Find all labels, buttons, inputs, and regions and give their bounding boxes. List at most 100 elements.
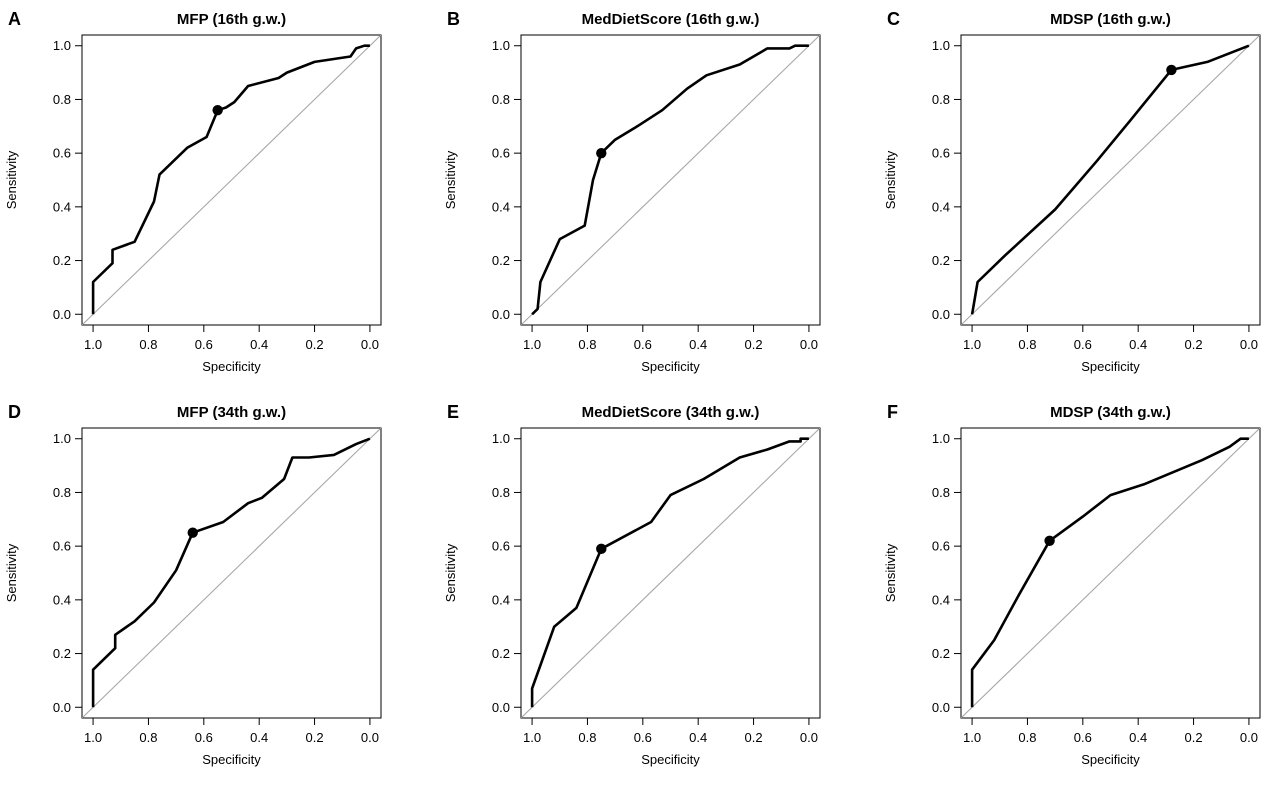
roc-panel-c: C MDSP (16th g.w.) 1.0 0.8 0.6 0.4 0.2 0.0 0.0 0.… [883, 9, 1261, 374]
y-tick-label: 0.6 [492, 539, 510, 554]
x-tick-label: 0.2 [745, 730, 763, 745]
x-tick-label: 1.0 [84, 730, 102, 745]
optimal-cutoff-point [596, 147, 607, 159]
x-axis-title: Specificity [641, 752, 700, 767]
panel-letter: D [8, 402, 21, 422]
y-tick-label: 0.4 [932, 199, 950, 214]
reference-diagonal-line [521, 428, 820, 718]
x-axis-title: Specificity [1081, 359, 1140, 374]
x-tick-label: 0.0 [361, 337, 379, 352]
y-tick-label: 0.0 [932, 700, 950, 715]
plot-frame [520, 34, 821, 326]
plot-frame [960, 34, 1261, 326]
y-tick-label: 1.0 [932, 38, 950, 53]
y-tick-label: 0.8 [492, 485, 510, 500]
x-tick-label: 0.4 [250, 337, 268, 352]
y-tick-label: 0.8 [932, 92, 950, 107]
x-tick-label: 0.8 [1018, 337, 1036, 352]
x-tick-label: 0.8 [139, 337, 157, 352]
roc-panel-a: A MFP (16th g.w.) 1.0 0.8 0.6 0.4 0.2 0.0 0.0 0.2… [4, 9, 382, 374]
roc-panel-d: D MFP (34th g.w.) 1.0 0.8 0.6 0.4 0.2 0.0 0.0 0.2… [4, 402, 382, 767]
x-tick-label: 1.0 [84, 337, 102, 352]
x-tick-label: 0.8 [1018, 730, 1036, 745]
x-tick-label: 0.6 [195, 337, 213, 352]
y-axis-title: Sensitivity [4, 543, 19, 602]
plot-frame [960, 427, 1261, 719]
y-tick-label: 0.0 [492, 700, 510, 715]
y-tick-label: 0.8 [932, 485, 950, 500]
x-tick-label: 0.0 [1240, 337, 1258, 352]
panel-title: MDSP (34th g.w.) [1050, 404, 1171, 421]
y-tick-label: 1.0 [492, 431, 510, 446]
y-tick-label: 0.6 [932, 539, 950, 554]
y-tick-label: 0.6 [53, 539, 71, 554]
x-axis-title: Specificity [202, 359, 261, 374]
reference-diagonal-line [82, 35, 381, 325]
y-axis-title: Sensitivity [4, 150, 19, 209]
reference-diagonal-line [82, 428, 381, 718]
x-tick-label: 0.4 [689, 337, 707, 352]
x-tick-label: 0.8 [578, 337, 596, 352]
y-tick-label: 0.0 [53, 307, 71, 322]
x-tick-label: 0.2 [1185, 337, 1203, 352]
optimal-cutoff-point [187, 527, 198, 538]
x-axis-title: Specificity [202, 752, 261, 767]
plot-frame [520, 427, 821, 719]
y-tick-label: 0.4 [492, 592, 510, 607]
y-tick-label: 0.0 [932, 307, 950, 322]
optimal-cutoff-point [212, 104, 223, 116]
y-tick-label: 0.2 [932, 253, 950, 268]
reference-diagonal-line [961, 428, 1260, 718]
y-tick-label: 0.8 [53, 92, 71, 107]
x-tick-label: 0.4 [1129, 337, 1147, 352]
y-axis-title: Sensitivity [883, 150, 898, 209]
y-tick-label: 0.4 [492, 199, 510, 214]
panel-letter: B [447, 9, 460, 29]
panel-title: MDSP (16th g.w.) [1050, 11, 1171, 28]
y-tick-label: 1.0 [932, 431, 950, 446]
plot-frame [81, 34, 382, 326]
x-tick-label: 0.6 [1074, 337, 1092, 352]
panel-letter: E [447, 402, 459, 422]
y-tick-label: 0.2 [53, 646, 71, 661]
y-tick-label: 1.0 [53, 431, 71, 446]
x-tick-label: 0.6 [634, 337, 652, 352]
panel-title: MFP (34th g.w.) [177, 404, 286, 421]
x-tick-label: 0.0 [800, 337, 818, 352]
reference-diagonal-line [961, 35, 1260, 325]
y-tick-label: 0.4 [53, 592, 71, 607]
y-tick-label: 0.2 [492, 253, 510, 268]
x-tick-label: 1.0 [523, 730, 541, 745]
panel-title: MFP (16th g.w.) [177, 11, 286, 28]
x-tick-label: 0.6 [634, 730, 652, 745]
y-tick-label: 0.6 [492, 146, 510, 161]
x-tick-label: 0.4 [689, 730, 707, 745]
y-tick-label: 0.6 [932, 146, 950, 161]
optimal-cutoff-point [1044, 535, 1055, 546]
x-tick-label: 0.4 [250, 730, 268, 745]
x-tick-label: 0.2 [745, 337, 763, 352]
y-axis-title: Sensitivity [443, 543, 458, 602]
y-tick-label: 0.2 [53, 253, 71, 268]
x-tick-label: 0.8 [578, 730, 596, 745]
y-tick-label: 0.0 [492, 307, 510, 322]
y-tick-label: 0.8 [53, 485, 71, 500]
roc-curve-line [91, 437, 371, 708]
roc-panel-f: F MDSP (34th g.w.) 1.0 0.8 0.6 0.4 0.2 0.0 0.0 0.… [883, 402, 1261, 767]
panel-letter: F [887, 402, 898, 422]
x-axis-title: Specificity [1081, 752, 1140, 767]
panel-title: MedDietScore (16th g.w.) [582, 11, 760, 28]
panel-letter: A [8, 9, 21, 29]
x-tick-label: 0.8 [139, 730, 157, 745]
x-tick-label: 0.2 [1185, 730, 1203, 745]
x-tick-label: 0.0 [1240, 730, 1258, 745]
panel-letter: C [887, 9, 900, 29]
x-axis-title: Specificity [641, 359, 700, 374]
x-tick-label: 0.0 [361, 730, 379, 745]
x-tick-label: 0.6 [195, 730, 213, 745]
optimal-cutoff-point [596, 543, 607, 555]
roc-curve-line [531, 44, 809, 316]
x-tick-label: 1.0 [523, 337, 541, 352]
